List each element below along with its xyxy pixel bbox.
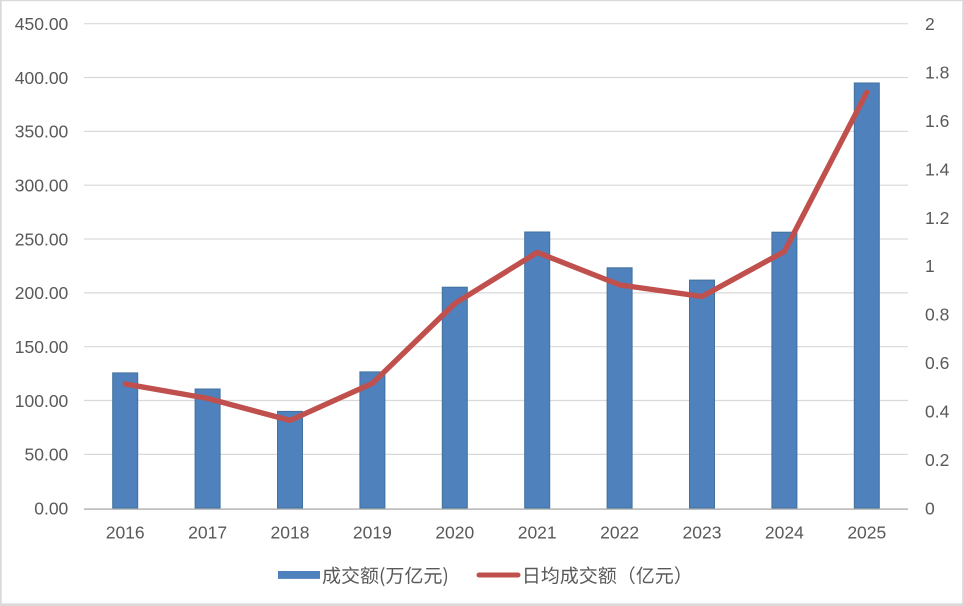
svg-text:150.00: 150.00	[15, 337, 69, 357]
svg-text:1.8: 1.8	[925, 63, 949, 83]
svg-text:2018: 2018	[271, 523, 310, 543]
svg-text:0.00: 0.00	[34, 499, 68, 519]
svg-text:0.2: 0.2	[925, 450, 949, 470]
svg-text:300.00: 300.00	[15, 176, 69, 196]
svg-text:0.8: 0.8	[925, 305, 949, 325]
svg-text:2023: 2023	[683, 523, 722, 543]
svg-text:1.4: 1.4	[925, 159, 950, 179]
svg-text:0.4: 0.4	[925, 402, 950, 422]
svg-text:1: 1	[925, 256, 935, 276]
svg-text:50.00: 50.00	[25, 445, 69, 465]
svg-text:100.00: 100.00	[15, 391, 69, 411]
svg-text:400.00: 400.00	[15, 68, 69, 88]
svg-text:0.6: 0.6	[925, 353, 949, 373]
svg-text:200.00: 200.00	[15, 283, 69, 303]
svg-text:2016: 2016	[106, 523, 145, 543]
svg-text:2: 2	[925, 14, 935, 34]
svg-text:2025: 2025	[847, 523, 886, 543]
svg-text:2024: 2024	[765, 523, 804, 543]
svg-text:2022: 2022	[600, 523, 639, 543]
svg-text:450.00: 450.00	[15, 14, 69, 34]
svg-text:2021: 2021	[518, 523, 557, 543]
svg-text:2019: 2019	[353, 523, 392, 543]
svg-text:0: 0	[925, 499, 935, 519]
svg-text:1.2: 1.2	[925, 208, 949, 228]
svg-text:2020: 2020	[435, 523, 474, 543]
svg-text:2017: 2017	[188, 523, 227, 543]
svg-text:1.6: 1.6	[925, 111, 949, 131]
svg-text:250.00: 250.00	[15, 229, 69, 249]
svg-text:350.00: 350.00	[15, 122, 69, 142]
